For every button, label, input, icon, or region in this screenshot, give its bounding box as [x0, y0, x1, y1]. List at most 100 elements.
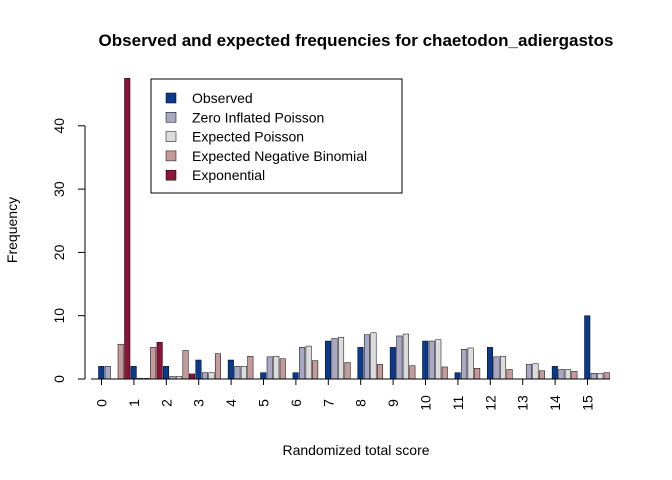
x-tick-label-7: 7	[320, 399, 336, 407]
legend-label-4: Exponential	[192, 167, 265, 183]
bar-3-series-1	[201, 372, 208, 380]
bar-10-series-1	[428, 340, 435, 380]
bar-13-series-2	[532, 363, 539, 380]
x-tick-label-5: 5	[256, 399, 272, 407]
bar-0-series-3	[117, 343, 124, 380]
x-tick-label-2: 2	[158, 399, 174, 407]
bar-5-series-1	[266, 356, 273, 380]
legend: Observed Zero Inflated Poisson Expected Po…	[150, 78, 403, 194]
bar-12-series-1	[493, 356, 500, 380]
y-tick-label-20: 20	[51, 244, 67, 260]
bar-6-series-0	[292, 372, 299, 380]
x-tick-label-12: 12	[482, 395, 498, 411]
bar-11-series-1	[461, 349, 468, 380]
y-tick-label-10: 10	[51, 308, 67, 324]
bar-2-series-4	[189, 373, 196, 380]
bars-group	[98, 78, 610, 380]
bar-12-series-2	[500, 355, 507, 380]
x-axis-title: Randomized total score	[282, 442, 429, 458]
bar-10-series-0	[422, 340, 429, 380]
bar-14-series-2	[564, 369, 571, 380]
bar-15-series-3	[603, 372, 610, 380]
x-tick-label-0: 0	[94, 399, 110, 407]
bar-15-series-0	[584, 315, 591, 380]
bar-7-series-2	[338, 336, 345, 380]
y-axis: 0 10 20 30 40	[51, 118, 86, 383]
bar-8-series-0	[357, 347, 364, 380]
bar-1-series-4	[156, 342, 163, 380]
x-tick-label-9: 9	[385, 399, 401, 407]
bar-12-series-0	[487, 347, 494, 380]
bar-5-series-0	[260, 372, 267, 380]
bar-7-series-1	[331, 338, 338, 380]
bar-15-series-1	[590, 373, 597, 380]
y-tick-label-40: 40	[51, 118, 67, 134]
x-tick-label-15: 15	[580, 395, 596, 411]
bar-6-series-1	[299, 347, 306, 380]
legend-swatch-3	[165, 150, 177, 162]
bar-0-series-4	[124, 78, 131, 380]
bar-14-series-3	[571, 371, 578, 380]
chart-title: Observed and expected frequencies for ch…	[99, 31, 614, 50]
bar-9-series-0	[389, 347, 396, 380]
x-tick-label-6: 6	[288, 399, 304, 407]
bar-5-series-3	[279, 358, 286, 380]
bar-0-series-0	[98, 366, 105, 380]
bar-9-series-1	[396, 335, 403, 380]
bar-8-series-1	[363, 334, 370, 380]
x-tick-label-1: 1	[126, 399, 142, 407]
x-tick-label-13: 13	[515, 395, 531, 411]
legend-swatch-2	[165, 131, 177, 142]
bar-11-series-2	[467, 347, 474, 380]
bar-1-series-0	[130, 366, 137, 380]
bar-3-series-2	[208, 372, 215, 380]
bar-11-series-3	[474, 367, 481, 380]
bar-2-series-3	[182, 350, 189, 380]
bar-7-series-3	[344, 362, 351, 380]
x-tick-label-10: 10	[418, 395, 434, 411]
x-tick-label-11: 11	[450, 396, 466, 411]
bar-2-series-0	[163, 366, 170, 380]
bar-10-series-3	[441, 366, 448, 380]
bar-10-series-2	[435, 339, 442, 380]
bar-8-series-3	[376, 364, 383, 380]
bar-7-series-0	[325, 340, 332, 380]
bar-4-series-2	[240, 366, 247, 380]
bar-3-series-0	[195, 359, 202, 380]
legend-swatch-0	[165, 92, 177, 104]
y-axis-title: Frequency	[4, 197, 20, 263]
bar-6-series-2	[305, 345, 312, 380]
bar-5-series-2	[273, 355, 280, 380]
bar-12-series-3	[506, 369, 513, 380]
legend-swatch-1	[165, 112, 177, 123]
bar-8-series-2	[370, 332, 377, 380]
bar-4-series-3	[247, 355, 254, 380]
bar-13-series-1	[525, 364, 532, 380]
bar-4-series-1	[234, 366, 241, 380]
bar-9-series-3	[409, 365, 416, 380]
bar-9-series-2	[402, 333, 409, 380]
y-tick-label-0: 0	[51, 375, 67, 383]
bar-11-series-0	[454, 372, 461, 380]
x-tick-label-8: 8	[353, 399, 369, 407]
legend-swatch-4	[165, 169, 177, 181]
legend-label-0: Observed	[192, 90, 253, 106]
legend-label-2: Expected Poisson	[192, 129, 304, 145]
y-tick-label-30: 30	[51, 181, 67, 197]
bar-4-series-0	[227, 359, 234, 380]
bar-1-series-3	[150, 347, 157, 380]
bar-14-series-0	[551, 366, 558, 380]
bar-3-series-3	[214, 353, 221, 380]
x-tick-label-3: 3	[191, 399, 207, 407]
legend-box	[150, 78, 403, 194]
x-tick-label-14: 14	[547, 395, 563, 411]
legend-label-3: Expected Negative Binomial	[192, 148, 367, 164]
bar-0-series-1	[104, 366, 111, 380]
bar-15-series-2	[597, 373, 604, 380]
x-axis: 0 1 2 3 4 5 6 7 8 9 10 11 12 13 14 15	[94, 379, 596, 411]
bar-13-series-3	[538, 370, 545, 380]
bar-6-series-3	[312, 360, 319, 380]
legend-label-1: Zero Inflated Poisson	[192, 109, 324, 125]
x-tick-label-4: 4	[223, 399, 239, 407]
